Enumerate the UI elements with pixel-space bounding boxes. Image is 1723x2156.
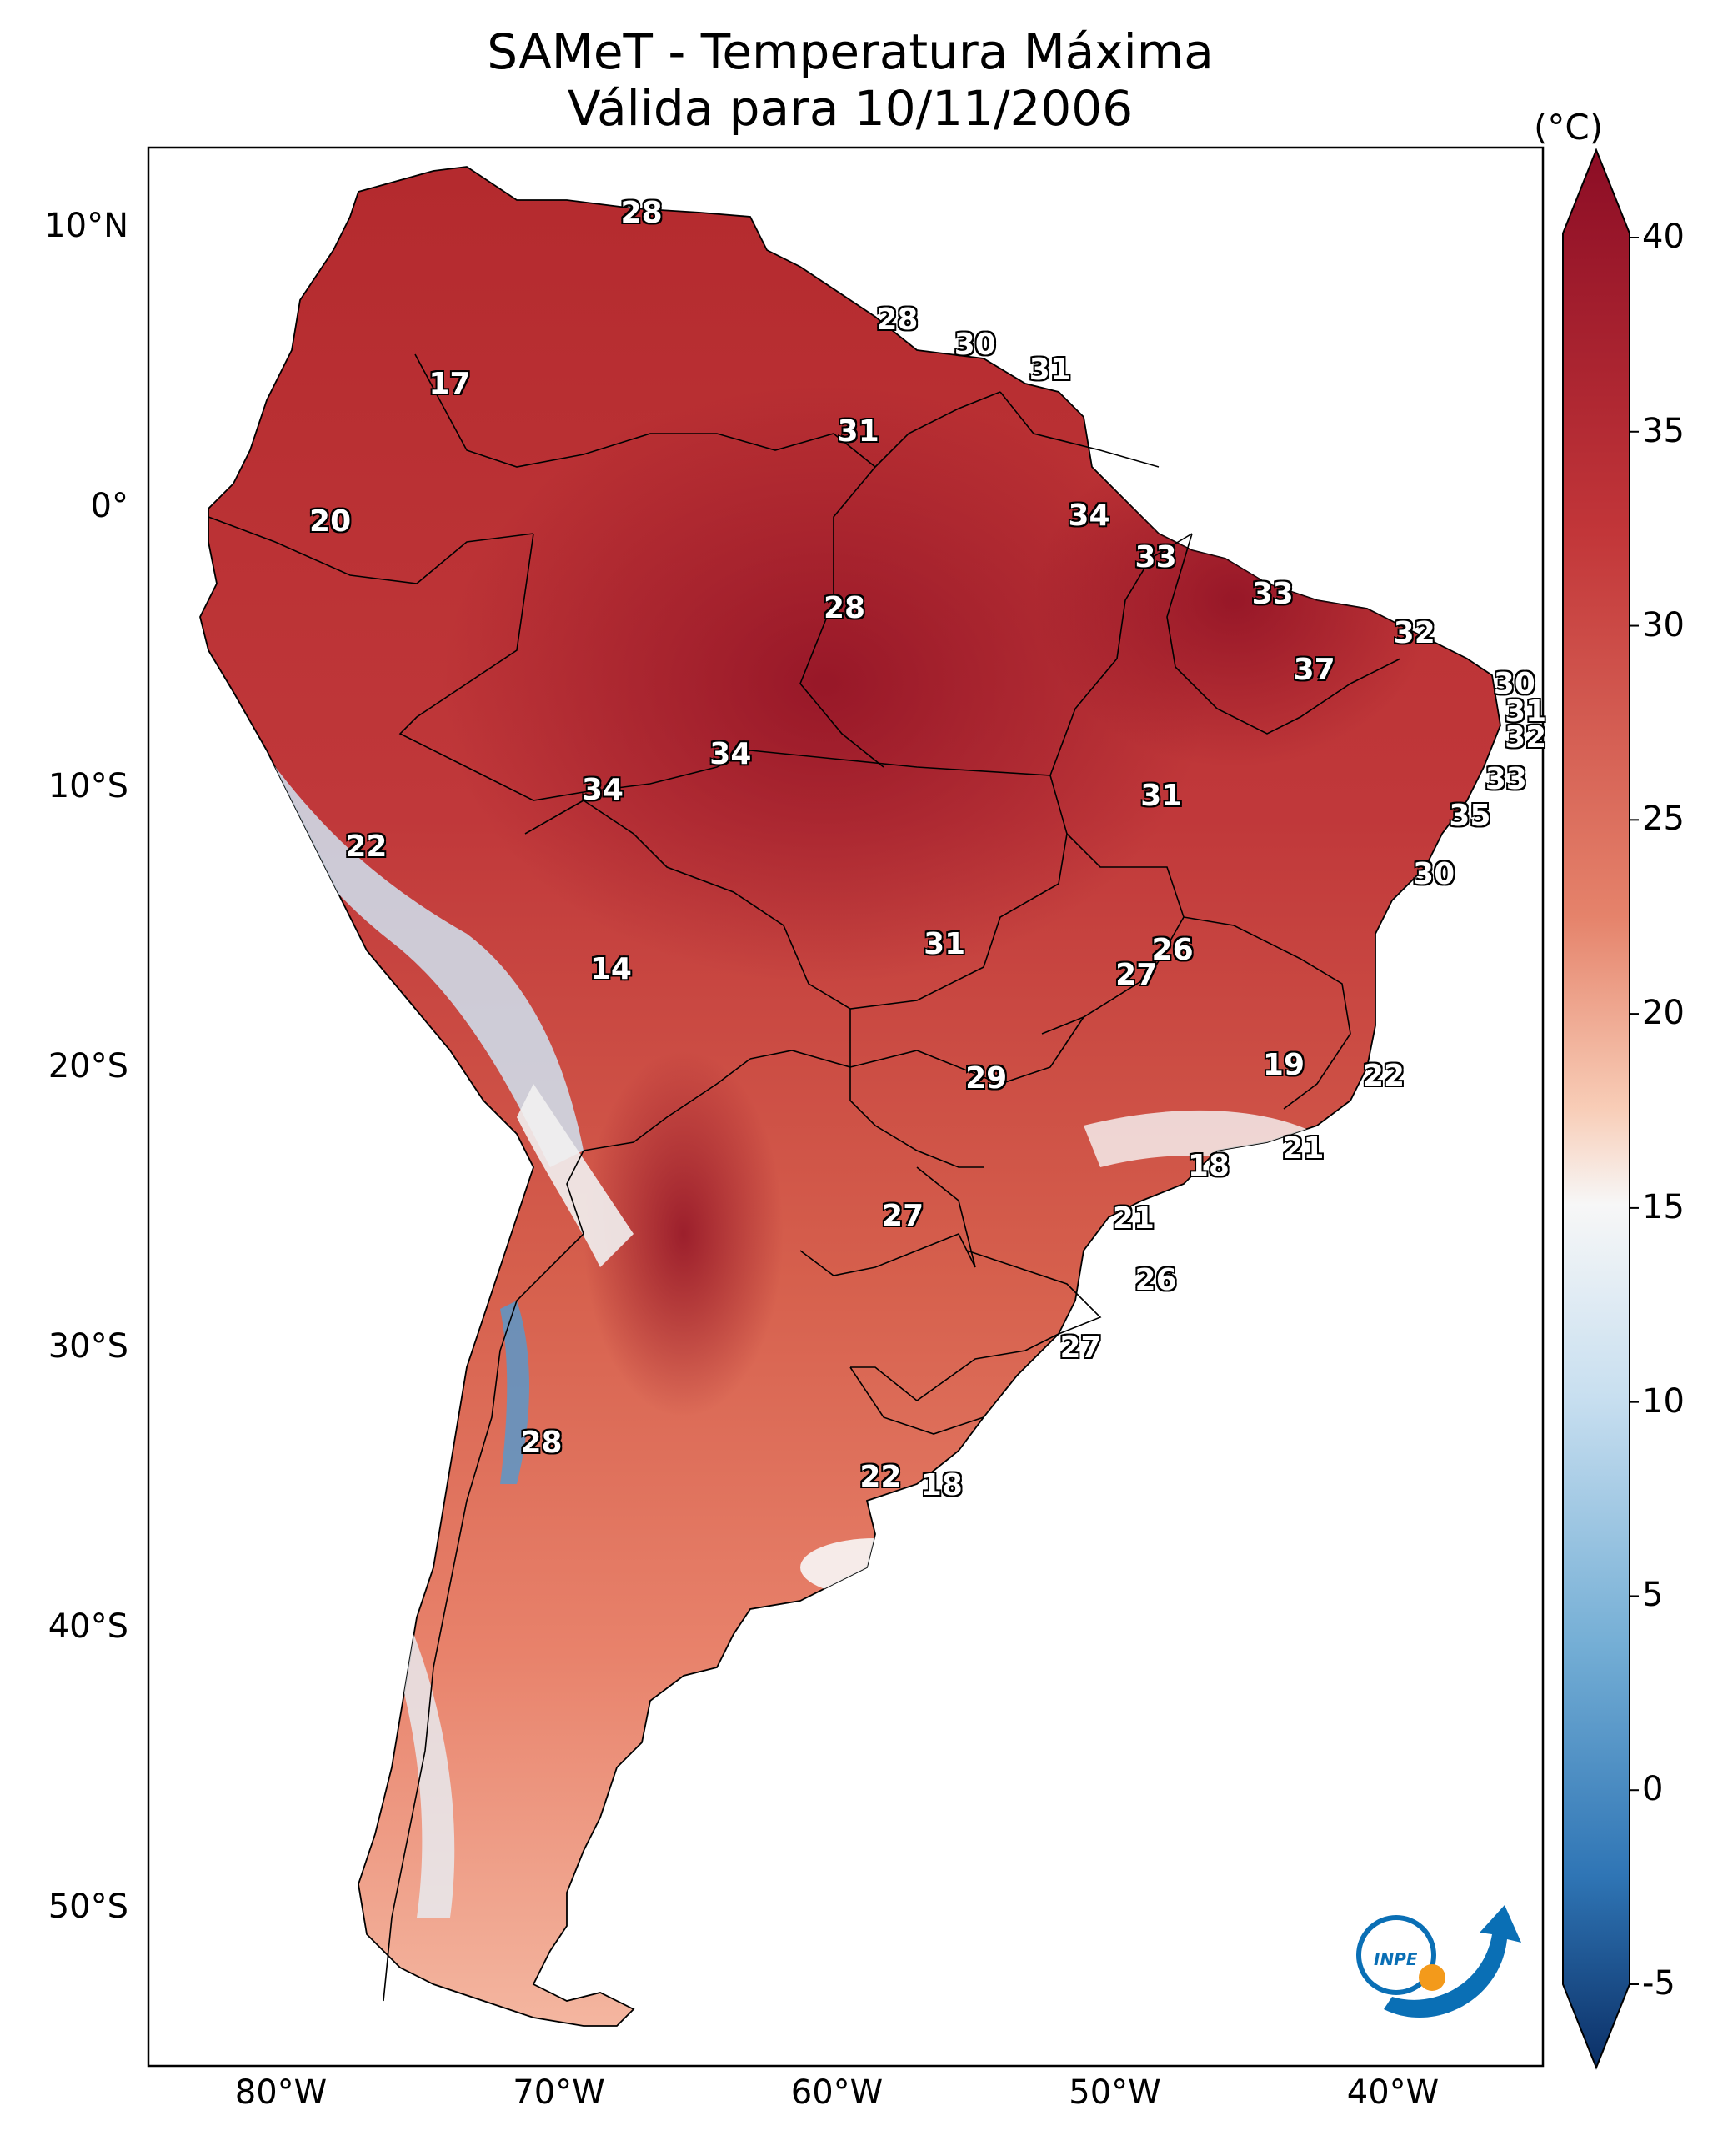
border-suriname-guiana <box>999 391 1160 468</box>
station-value-label: 18 <box>920 1467 963 1502</box>
lat-tick-label: 30°S <box>48 1327 128 1366</box>
border-peru-brazil <box>398 533 751 801</box>
lat-tick-label: 50°S <box>48 1888 128 1926</box>
cool-altiplano <box>517 1084 634 1267</box>
station-value-label: 27 <box>1059 1331 1102 1365</box>
cold-andes-chile <box>500 1301 529 1484</box>
station-value-label: 22 <box>859 1459 902 1494</box>
station-value-label: 22 <box>1362 1059 1405 1094</box>
station-value-label: 31 <box>1029 353 1071 388</box>
station-value-label: 14 <box>589 952 632 987</box>
lat-tick-label: 40°S <box>48 1607 128 1646</box>
station-value-label: 34 <box>1068 499 1110 534</box>
station-value-label: 31 <box>1140 779 1183 814</box>
station-value-label: 34 <box>581 773 624 808</box>
border-colombia-ecuador-peru <box>208 516 534 584</box>
station-value-label: 33 <box>1251 577 1294 612</box>
colorbar-unit: (°C) <box>1534 107 1604 148</box>
border-mato-grosso-do-sul <box>849 1009 1084 1085</box>
border-bolivia-argentina <box>583 1058 751 1151</box>
station-value-label: 18 <box>1187 1148 1230 1183</box>
logo-ring <box>1356 1915 1436 1995</box>
inpe-logo-text: INPE <box>1374 1949 1418 1969</box>
border-guyana <box>874 391 1001 468</box>
inpe-logo <box>1356 1905 1521 2018</box>
station-value-label: 26 <box>1151 932 1194 967</box>
lat-tick-label: 0° <box>90 487 128 525</box>
map-title: SAMeT - Temperatura Máxima <box>487 23 1214 80</box>
map-subtitle: Válida para 10/11/2006 <box>567 80 1134 137</box>
lon-tick-label: 60°W <box>790 2073 884 2112</box>
border-peru-bolivia <box>524 800 584 835</box>
station-value-label: 33 <box>1134 540 1177 575</box>
station-value-label: 32 <box>1505 720 1547 755</box>
colorbar-tick-label: 10 <box>1642 1381 1685 1421</box>
colorbar-tick-label: 15 <box>1642 1187 1685 1226</box>
border-colombia-venezuela <box>414 353 876 468</box>
station-value-label: 26 <box>1134 1263 1177 1298</box>
station-value-label: 20 <box>309 504 352 539</box>
border-mato-grosso-tocantins <box>1049 533 1193 776</box>
station-value-label: 28 <box>520 1426 563 1461</box>
station-value-label: 28 <box>876 302 919 337</box>
station-value-label: 31 <box>1505 694 1547 730</box>
station-value-label: 28 <box>620 196 663 231</box>
cool-andes-peru <box>242 734 584 1167</box>
station-value-label: 33 <box>1485 761 1527 796</box>
station-value-label: 32 <box>1393 616 1435 651</box>
lon-tick-label: 70°W <box>513 2073 605 2112</box>
national-borders <box>208 353 1401 2002</box>
border-minas-bahia <box>1183 916 1351 1110</box>
station-value-label: 17 <box>428 367 471 402</box>
colorbar-tick-label: 5 <box>1642 1576 1664 1615</box>
station-value-label: 21 <box>1112 1201 1155 1236</box>
border-amazonas-para <box>799 466 884 768</box>
border-chile-argentina <box>383 1150 584 2002</box>
lon-tick-label: 40°W <box>1346 2073 1440 2112</box>
lat-tick-label: 10°N <box>44 207 128 245</box>
border-parana-rs <box>850 1250 1102 1402</box>
station-value-label: 35 <box>1449 798 1491 833</box>
border-bolivia-brazil <box>583 750 1068 1010</box>
station-value-label: 28 <box>824 590 866 625</box>
colorbar-tick-label: 25 <box>1642 800 1685 839</box>
station-value-label: 27 <box>882 1199 924 1234</box>
station-value-label: 21 <box>1282 1131 1325 1166</box>
station-value-label: 30 <box>954 328 996 363</box>
station-value-label: 30 <box>1493 666 1535 701</box>
logo-arrow <box>1384 1905 1521 2018</box>
border-paraguay-north <box>749 1050 984 1168</box>
cool-patagonia <box>375 1584 455 1918</box>
station-value-label: 30 <box>1413 857 1455 892</box>
colorbar-tick-label: 20 <box>1642 994 1685 1033</box>
colorbar-body <box>1562 148 1630 2070</box>
lat-tick-label: 10°S <box>48 767 128 805</box>
station-value-label: 29 <box>965 1061 1008 1096</box>
station-value-label: 22 <box>345 829 388 864</box>
lon-tick-label: 50°W <box>1069 2073 1161 2112</box>
station-value-label: 37 <box>1293 652 1335 687</box>
lat-tick-label: 20°S <box>48 1047 128 1086</box>
lon-tick-label: 80°W <box>234 2073 328 2112</box>
station-value-label: 34 <box>709 736 752 771</box>
colorbar-tick-label: 30 <box>1642 605 1685 644</box>
border-northeast-states <box>1166 533 1401 735</box>
border-paraguay-argentina <box>799 1166 976 1276</box>
station-value-label: 27 <box>1115 958 1158 993</box>
station-value-label: 31 <box>837 414 879 449</box>
station-value-label: 31 <box>924 927 966 962</box>
border-uruguay <box>849 1366 984 1435</box>
logo-dot <box>1419 1964 1445 1991</box>
colorbar-tick-label: 0 <box>1642 1770 1664 1809</box>
colorbar-tick-label: 35 <box>1642 411 1685 450</box>
colorbar <box>1562 148 1639 2070</box>
colorbar-tick-label: 40 <box>1642 218 1685 256</box>
station-value-label: 19 <box>1262 1047 1305 1082</box>
colorbar-tick-label: -5 <box>1642 1964 1675 2003</box>
